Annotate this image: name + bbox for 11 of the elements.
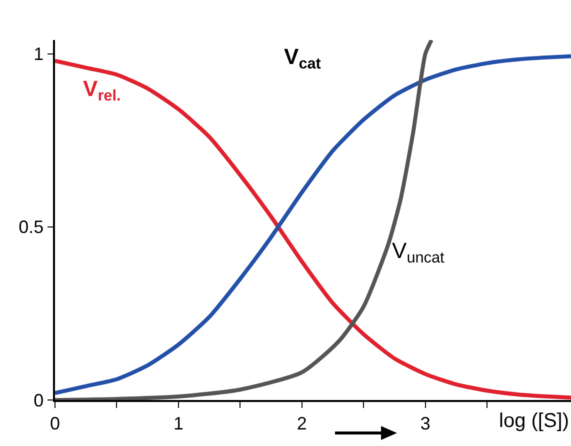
x-tick-label: 0 [50, 413, 60, 434]
y-tick-label: 0.5 [18, 217, 44, 238]
series-label: V$_{uncat}$ [392, 238, 446, 267]
x-tick-label: 1 [173, 413, 184, 434]
x-tick-label: 2 [296, 413, 307, 434]
text: V$_{cat}$ [284, 44, 321, 73]
x-axis-title: log ([S]) [499, 410, 570, 432]
y-tick-label: 0 [34, 390, 44, 410]
series-label: V$_{rel.}$ [83, 76, 121, 105]
y-tick-label: 1 [34, 44, 44, 64]
x-tick-label: 3 [420, 413, 430, 434]
